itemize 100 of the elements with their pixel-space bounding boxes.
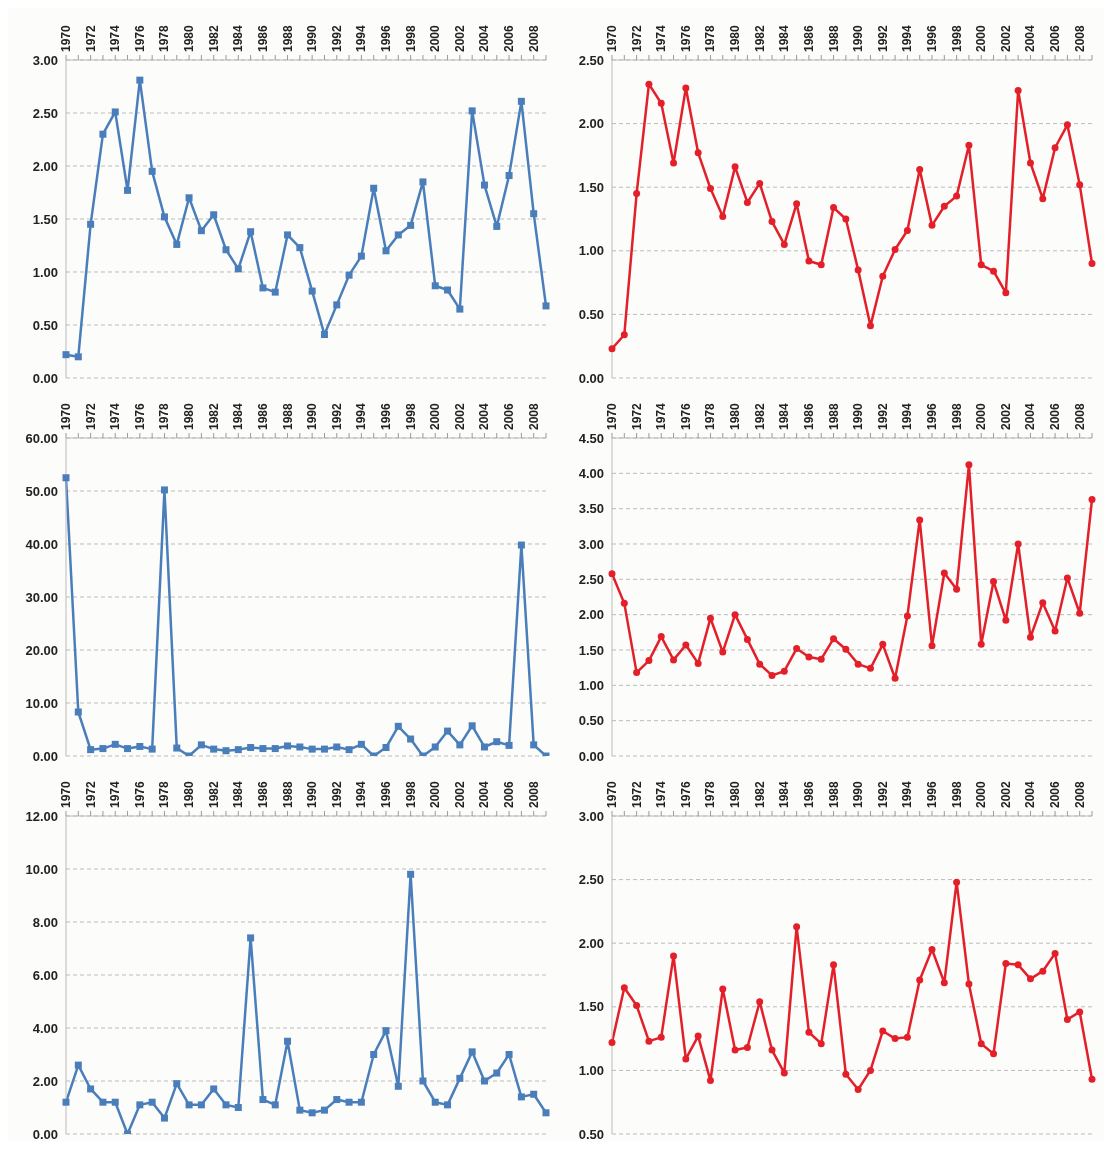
- y-tick-label: 1.00: [578, 243, 604, 259]
- point: [965, 141, 973, 149]
- y-tick-label: 2.00: [32, 158, 58, 174]
- x-tick-label: 1992: [875, 24, 890, 52]
- point: [1051, 627, 1059, 635]
- point: [222, 1101, 230, 1109]
- point: [210, 745, 218, 753]
- x-tick-label: 1976: [678, 24, 693, 52]
- point: [345, 746, 353, 754]
- point: [854, 660, 862, 668]
- point: [977, 261, 985, 269]
- point: [608, 1038, 616, 1046]
- point: [731, 163, 739, 171]
- x-tick-label: 2008: [1072, 24, 1087, 52]
- x-tick-label: 1988: [280, 24, 295, 52]
- x-tick-label: 1982: [752, 780, 767, 808]
- x-tick-label: 1970: [59, 24, 73, 52]
- point: [670, 159, 678, 167]
- point: [444, 286, 452, 294]
- x-tick-label: 1974: [654, 24, 669, 52]
- point: [682, 641, 690, 649]
- x-tick-label: 1992: [875, 780, 890, 808]
- x-tick-label: 2006: [502, 24, 517, 52]
- point: [111, 1098, 119, 1106]
- point: [903, 612, 911, 620]
- point: [682, 84, 690, 92]
- point: [148, 745, 156, 753]
- point: [247, 934, 255, 942]
- x-tick-label: 2004: [477, 402, 492, 430]
- point: [866, 1066, 874, 1074]
- x-tick-label: 2000: [428, 24, 443, 52]
- x-tick-label: 1978: [703, 24, 718, 52]
- point: [990, 267, 998, 275]
- point: [456, 305, 464, 313]
- point: [468, 1048, 476, 1056]
- x-tick-label: 1970: [605, 780, 619, 808]
- y-tick-label: 2.50: [32, 105, 58, 121]
- point: [731, 1046, 739, 1054]
- y-tick-label: 60.00: [25, 430, 58, 446]
- y-tick-label: 3.50: [578, 501, 604, 517]
- x-tick-label: 2002: [998, 780, 1013, 808]
- point: [1026, 159, 1034, 167]
- point: [320, 331, 328, 339]
- point: [517, 541, 525, 549]
- point: [111, 108, 119, 116]
- point: [431, 282, 439, 290]
- y-tick-label: 4.50: [578, 430, 604, 446]
- point: [866, 664, 874, 672]
- point: [1039, 967, 1047, 975]
- x-tick-label: 2000: [974, 780, 989, 808]
- point: [185, 194, 193, 202]
- point: [394, 722, 402, 730]
- point: [879, 1027, 887, 1035]
- x-tick-label: 2004: [1023, 24, 1038, 52]
- x-tick-label: 1998: [949, 780, 964, 808]
- point: [633, 669, 641, 677]
- x-tick-label: 1974: [654, 780, 669, 808]
- point: [259, 284, 267, 292]
- point: [719, 985, 727, 993]
- point: [756, 660, 764, 668]
- y-tick-label: 50.00: [25, 483, 58, 499]
- x-tick-label: 1998: [403, 780, 418, 808]
- y-tick-label: 0.00: [32, 370, 58, 386]
- point: [480, 1077, 488, 1085]
- y-tick-label: 3.00: [32, 52, 58, 68]
- point: [222, 246, 230, 254]
- point: [743, 635, 751, 643]
- point: [210, 1085, 218, 1093]
- x-tick-label: 2004: [1023, 780, 1038, 808]
- point: [74, 708, 82, 716]
- x-tick-label: 2002: [998, 402, 1013, 430]
- point: [542, 1109, 550, 1117]
- point: [185, 1101, 193, 1109]
- x-tick-label: 1984: [231, 24, 246, 52]
- point: [990, 577, 998, 585]
- x-tick-label: 1980: [728, 24, 743, 52]
- point: [210, 211, 218, 219]
- x-tick-label: 2000: [428, 780, 443, 808]
- point: [357, 1098, 365, 1106]
- point: [505, 1051, 513, 1058]
- x-tick-label: 2008: [526, 24, 541, 52]
- x-tick-label: 1986: [255, 402, 270, 430]
- y-tick-label: 2.50: [578, 872, 604, 888]
- y-tick-label: 2.00: [578, 116, 604, 132]
- x-tick-label: 1980: [182, 402, 197, 430]
- y-tick-label: 40.00: [25, 536, 58, 552]
- point: [197, 1101, 205, 1109]
- x-tick-label: 1998: [403, 24, 418, 52]
- point: [706, 1077, 714, 1085]
- y-tick-label: 2.00: [578, 607, 604, 623]
- point: [953, 585, 961, 593]
- point: [87, 220, 95, 228]
- point: [1051, 949, 1059, 957]
- x-tick-label: 2004: [477, 780, 492, 808]
- x-tick-label: 1990: [851, 402, 866, 430]
- x-tick-label: 1996: [925, 24, 939, 52]
- point: [1076, 1008, 1084, 1016]
- x-tick-label: 1984: [777, 402, 792, 430]
- point: [99, 745, 107, 753]
- point: [965, 461, 973, 469]
